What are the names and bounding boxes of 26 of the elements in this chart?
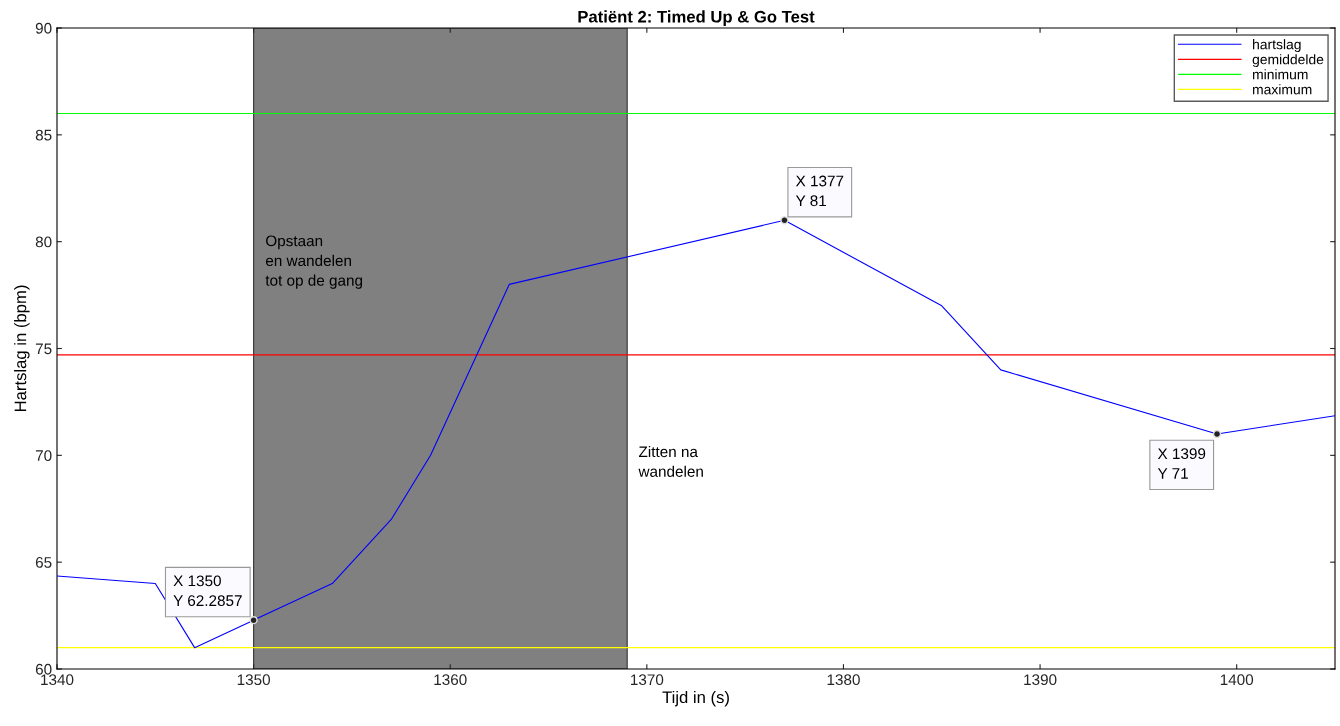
annotation: Opstaan en wandelen tot op de gang — [265, 235, 363, 289]
legend-label: maximum — [1253, 84, 1312, 95]
x-tick-label: 1350 — [237, 674, 271, 686]
x-tick-label: 1400 — [1220, 674, 1254, 686]
legend-label: hartslag — [1253, 39, 1301, 53]
x-tick-label: 1380 — [827, 674, 860, 686]
x-tick-label: 1370 — [631, 674, 664, 686]
legend-label: minimum — [1253, 69, 1308, 80]
y-tick-label: 60 — [35, 663, 52, 675]
y-axis-title: Hartslag in (bpm) — [14, 285, 30, 412]
x-tick-label: 1360 — [434, 674, 467, 686]
x-tick-label: 1340 — [41, 674, 74, 686]
chart-title: Patiënt 2: Timed Up & Go Test — [578, 10, 815, 26]
y-tick-label: 70 — [35, 450, 52, 462]
y-tick-label: 85 — [35, 129, 52, 141]
annotation: X 1350 Y 62.2857 — [173, 575, 242, 607]
legend-label: gemiddelde — [1252, 54, 1324, 68]
annotation: Zitten na wandelen — [638, 445, 703, 477]
annotation: X 1399 Y 71 — [1157, 448, 1206, 479]
x-axis-title: Tijd in (s) — [662, 690, 729, 707]
y-tick-label: 75 — [35, 343, 52, 355]
annotation: X 1377 Y 81 — [795, 175, 844, 207]
y-tick-label: 80 — [35, 236, 52, 248]
y-tick-label: 65 — [35, 557, 52, 568]
y-tick-label: 90 — [35, 22, 52, 34]
x-tick-label: 1390 — [1024, 674, 1057, 686]
